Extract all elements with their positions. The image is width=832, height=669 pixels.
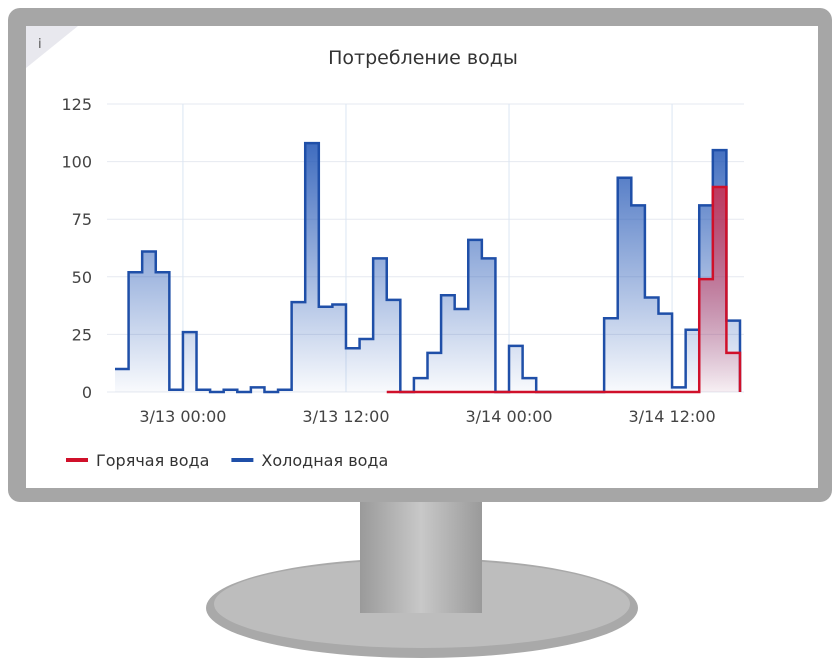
info-icon: i [38,37,42,52]
chart-title: Потребление воды [328,47,518,69]
legend-label: Холодная вода [261,451,388,470]
y-tick-label: 100 [61,153,92,172]
page: {"chart_data": {"type": "line", "step": … [0,0,832,665]
y-tick-label: 125 [61,95,92,114]
stand-neck [360,495,482,613]
y-tick-label: 50 [72,268,92,287]
x-tick-label: 3/13 00:00 [139,407,226,426]
x-tick-label: 3/14 00:00 [465,407,552,426]
y-tick-label: 75 [72,210,92,229]
x-tick-label: 3/13 12:00 [302,407,389,426]
legend-label: Горячая вода [96,451,209,470]
monitor: i Потребление воды 0 25 50 75 100 125 3/13 00:… [0,0,832,665]
x-tick-label: 3/14 12:00 [629,407,716,426]
y-tick-label: 25 [72,325,92,344]
y-tick-label: 0 [82,383,92,402]
